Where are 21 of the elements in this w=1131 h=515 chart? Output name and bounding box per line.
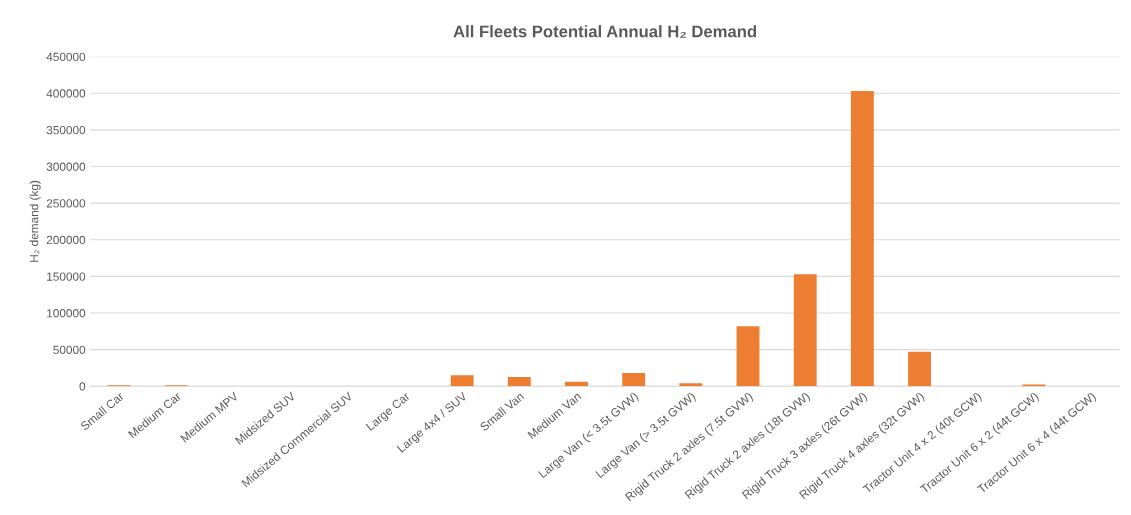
chart-title: All Fleets Potential Annual H₂ Demand — [453, 25, 757, 38]
y-tick-label: 100000 — [47, 309, 86, 318]
y-tick-label: 300000 — [46, 162, 86, 171]
y-tick-label: 400000 — [46, 89, 86, 98]
bar — [850, 91, 874, 387]
y-axis-title: H₂ demand (kg) — [29, 180, 41, 262]
bar — [736, 326, 760, 387]
bar — [507, 377, 531, 387]
bar — [565, 381, 588, 387]
y-tick-label: 50000 — [53, 345, 86, 355]
y-tick-label: 350000 — [46, 125, 86, 135]
bar — [908, 351, 931, 387]
y-tick-label: 150000 — [47, 272, 86, 281]
bar — [679, 383, 703, 387]
y-tick-label: 250000 — [46, 199, 86, 208]
y-tick-label: 450000 — [46, 52, 86, 62]
y-tick-label: 200000 — [46, 235, 86, 245]
bar — [793, 274, 817, 387]
bar — [450, 375, 474, 387]
y-tick-label: 0 — [79, 382, 86, 391]
bar — [622, 373, 646, 387]
